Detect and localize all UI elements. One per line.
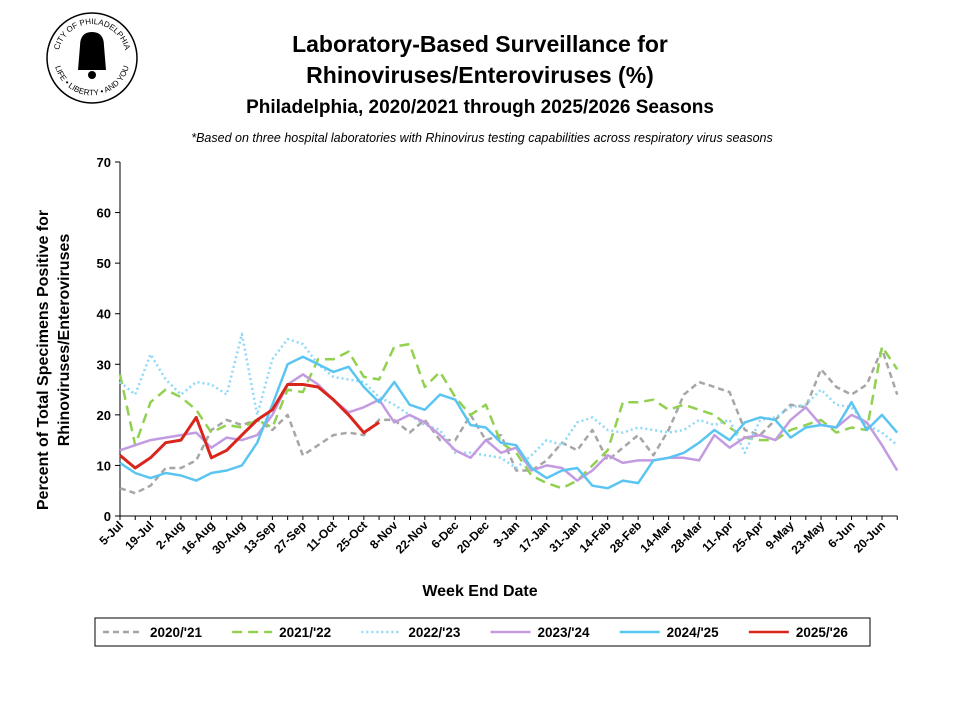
x-tick-label: 16-Aug [179,518,218,557]
x-tick-label: 14-Mar [638,518,675,555]
x-tick-label: 25-Oct [334,518,370,554]
y-axis-label: Percent of Total Specimens Positive for [35,210,52,510]
series-line [119,347,899,495]
chart-title: Rhinoviruses/Enteroviruses (%) [306,62,654,88]
series-line [119,383,380,470]
y-axis-label: Rhinoviruses/Enteroviruses [56,234,73,447]
x-tick-label: 28-Feb [607,518,644,555]
y-tick-label: 10 [97,458,111,473]
x-tick-label: 19-Jul [122,518,156,552]
y-tick-label: 70 [97,155,111,170]
chart-note: *Based on three hospital laboratories wi… [191,131,773,145]
x-tick-label: 31-Jan [547,518,584,555]
x-tick-label: 14-Feb [577,518,614,555]
y-tick-label: 20 [97,408,111,423]
legend-label: 2023/'24 [538,625,591,640]
x-tick-label: 20-Dec [454,518,492,556]
logo-bell-clapper [88,71,96,79]
x-tick-label: 30-Aug [209,518,248,557]
x-tick-label: 13-Sep [241,518,279,556]
x-axis-label: Week End Date [422,583,537,600]
logo-ring [46,12,138,104]
x-tick-label: 20-Jun [851,518,888,555]
legend-label: 2021/'22 [279,625,331,640]
series-line [119,373,899,482]
legend-box [94,617,871,647]
legend-label: 2025/'26 [796,625,849,640]
x-tick-label: 17-Jan [516,518,553,555]
series-line [119,332,898,470]
legend-label: 2020/'21 [150,625,203,640]
chart-subtitle: Philadelphia, 2020/2021 through 2025/202… [246,97,714,118]
legend-label: 2022/'23 [408,625,461,640]
x-tick-label: 11-Apr [699,518,736,555]
series-line [119,355,899,490]
legend-label: 2024/'25 [667,625,720,640]
logo-bell [78,32,106,70]
chart-title: Laboratory-Based Surveillance for [292,31,668,57]
x-tick-label: 25-Apr [729,518,766,555]
x-tick-label: 28-Mar [668,518,705,555]
y-tick-label: 50 [97,256,111,271]
y-tick-label: 40 [97,307,111,322]
x-tick-label: 23-May [788,518,827,557]
x-tick-label: 22-Nov [393,518,431,556]
y-tick-label: 30 [97,357,111,372]
x-tick-label: 27-Sep [271,518,309,556]
series-line [118,342,899,490]
y-tick-label: 60 [97,206,111,221]
logo: CITY OF PHILADELPHIA LIFE • LIBERTY • AN… [46,12,138,104]
y-tick-label: 0 [104,509,111,524]
x-tick-label: 11-Oct [304,518,340,554]
